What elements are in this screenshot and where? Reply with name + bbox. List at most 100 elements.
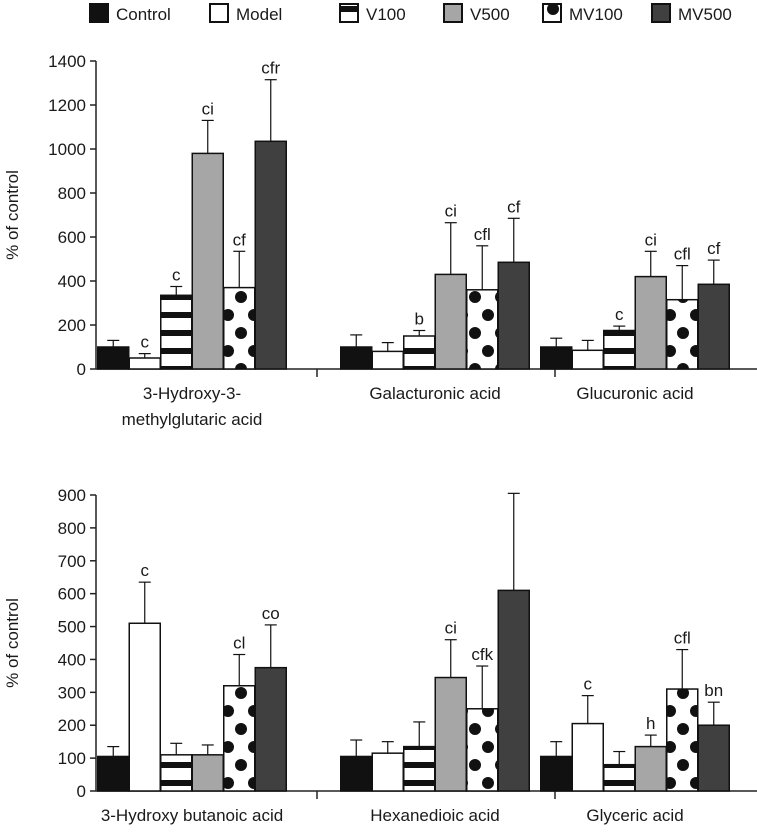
bar-group-v500: ci	[434, 202, 467, 370]
bar-group-control	[340, 739, 373, 792]
legend-swatch-model	[209, 3, 229, 23]
bar-v100	[160, 754, 193, 792]
bar-group-v100: c	[160, 266, 193, 370]
legend-item-control: Control	[89, 3, 171, 24]
bar-model	[371, 350, 404, 370]
bar-mv100	[223, 286, 256, 370]
legend-swatch-mv500	[651, 3, 671, 23]
bar-group-mv500: cf	[497, 197, 530, 370]
category-label: Glyceric acid	[586, 806, 683, 825]
bar-control	[540, 755, 573, 792]
bar-mv500	[497, 589, 530, 792]
significance-label: ci	[445, 202, 457, 221]
bar-group-control	[97, 745, 130, 792]
significance-label: c	[172, 266, 181, 285]
significance-label: bn	[704, 681, 723, 700]
legend-item-v100: V100	[339, 3, 406, 24]
bar-group-v500: ci	[434, 619, 467, 792]
bar-group-mv500: bn	[697, 681, 730, 792]
bar-model	[571, 349, 604, 370]
legend-swatch-v100	[339, 3, 359, 23]
category-label: 3-Hydroxy butanoic acid	[101, 806, 283, 825]
bar-control	[97, 346, 130, 370]
bar-mv500	[697, 724, 730, 792]
category-label: Galacturonic acid	[369, 384, 500, 403]
significance-label: cfk	[471, 645, 493, 664]
bar-group-v100: c	[603, 305, 636, 370]
y-axis-label: % of control	[3, 598, 22, 688]
bar-group-mv100: cf	[223, 230, 256, 370]
bar-group-mv500: cfr	[254, 59, 287, 370]
bar-group-mv100: cl	[223, 634, 256, 792]
y-tick-label: 400	[58, 650, 86, 669]
significance-label: cl	[233, 634, 245, 653]
legend-label-v100: V100	[366, 5, 406, 24]
legend: Control Model V100 V500 MV100 MV500	[89, 3, 732, 24]
bar-mv100	[666, 688, 699, 792]
bar-mv100	[223, 685, 256, 792]
y-tick-label: 100	[58, 749, 86, 768]
significance-label: cf	[507, 197, 521, 216]
legend-swatch-control	[89, 3, 109, 23]
y-tick-label: 200	[58, 716, 86, 735]
significance-label: cfl	[674, 629, 691, 648]
bar-v500	[191, 754, 224, 792]
significance-label: ci	[645, 230, 657, 249]
bar-mv500	[254, 140, 287, 370]
top-chart-panel: 0 200 400 600 800 1000 1200 1400 % of control 3-H…	[3, 52, 757, 429]
bar-group-mv500: cf	[697, 239, 730, 370]
significance-label: cf	[233, 230, 247, 249]
bar-group-model: c	[571, 675, 604, 792]
bar-v500	[634, 275, 667, 370]
legend-label-control: Control	[116, 5, 171, 24]
y-tick-label: 500	[58, 618, 86, 637]
y-tick-label: 600	[58, 228, 86, 247]
category-label: methylglutaric acid	[122, 410, 263, 429]
bar-mv500	[697, 283, 730, 370]
legend-swatch-v500	[443, 3, 463, 23]
bar-control	[97, 755, 130, 792]
legend-item-model: Model	[209, 3, 282, 24]
bar-group-v100	[160, 742, 193, 792]
significance-label: ci	[202, 99, 214, 118]
legend-item-v500: V500	[443, 3, 510, 24]
bar-mv100	[466, 708, 499, 792]
bar-v100	[603, 329, 636, 370]
bar-model	[371, 752, 404, 792]
bar-mv500	[254, 666, 287, 792]
bar-mv500	[497, 261, 530, 370]
bar-group-control	[540, 337, 573, 370]
bar-control	[540, 346, 573, 370]
y-axis-label: % of control	[3, 170, 22, 260]
bar-v100	[403, 335, 436, 370]
significance-label: h	[646, 714, 655, 733]
legend-label-v500: V500	[470, 5, 510, 24]
bar-model	[128, 357, 161, 370]
significance-label: c	[584, 675, 593, 694]
bar-group-model	[371, 741, 404, 792]
legend-label-mv100: MV100	[569, 5, 623, 24]
significance-label: c	[615, 305, 624, 324]
y-tick-label: 600	[58, 585, 86, 604]
legend-swatch-mv100	[542, 3, 562, 23]
y-tick-label: 0	[77, 782, 86, 801]
significance-label: cfl	[474, 225, 491, 244]
bar-group-v500: ci	[191, 99, 224, 370]
bar-group-mv100: cfl	[466, 225, 499, 370]
y-tick-label: 800	[58, 184, 86, 203]
bar-group-model	[371, 342, 404, 370]
bar-group-mv100: cfl	[666, 629, 699, 792]
bar-v500	[634, 745, 667, 792]
legend-item-mv500: MV500	[651, 3, 732, 24]
significance-label: cfr	[261, 59, 280, 78]
bar-group-mv100: cfk	[466, 645, 499, 792]
significance-label: co	[262, 604, 280, 623]
y-tick-label: 1400	[48, 52, 86, 71]
bar-mv100	[666, 298, 699, 370]
category-label: Hexanedioic acid	[370, 806, 499, 825]
bar-control	[340, 346, 373, 370]
category-label: 3-Hydroxy-3-	[143, 384, 241, 403]
bar-v100	[603, 763, 636, 792]
legend-label-mv500: MV500	[678, 5, 732, 24]
